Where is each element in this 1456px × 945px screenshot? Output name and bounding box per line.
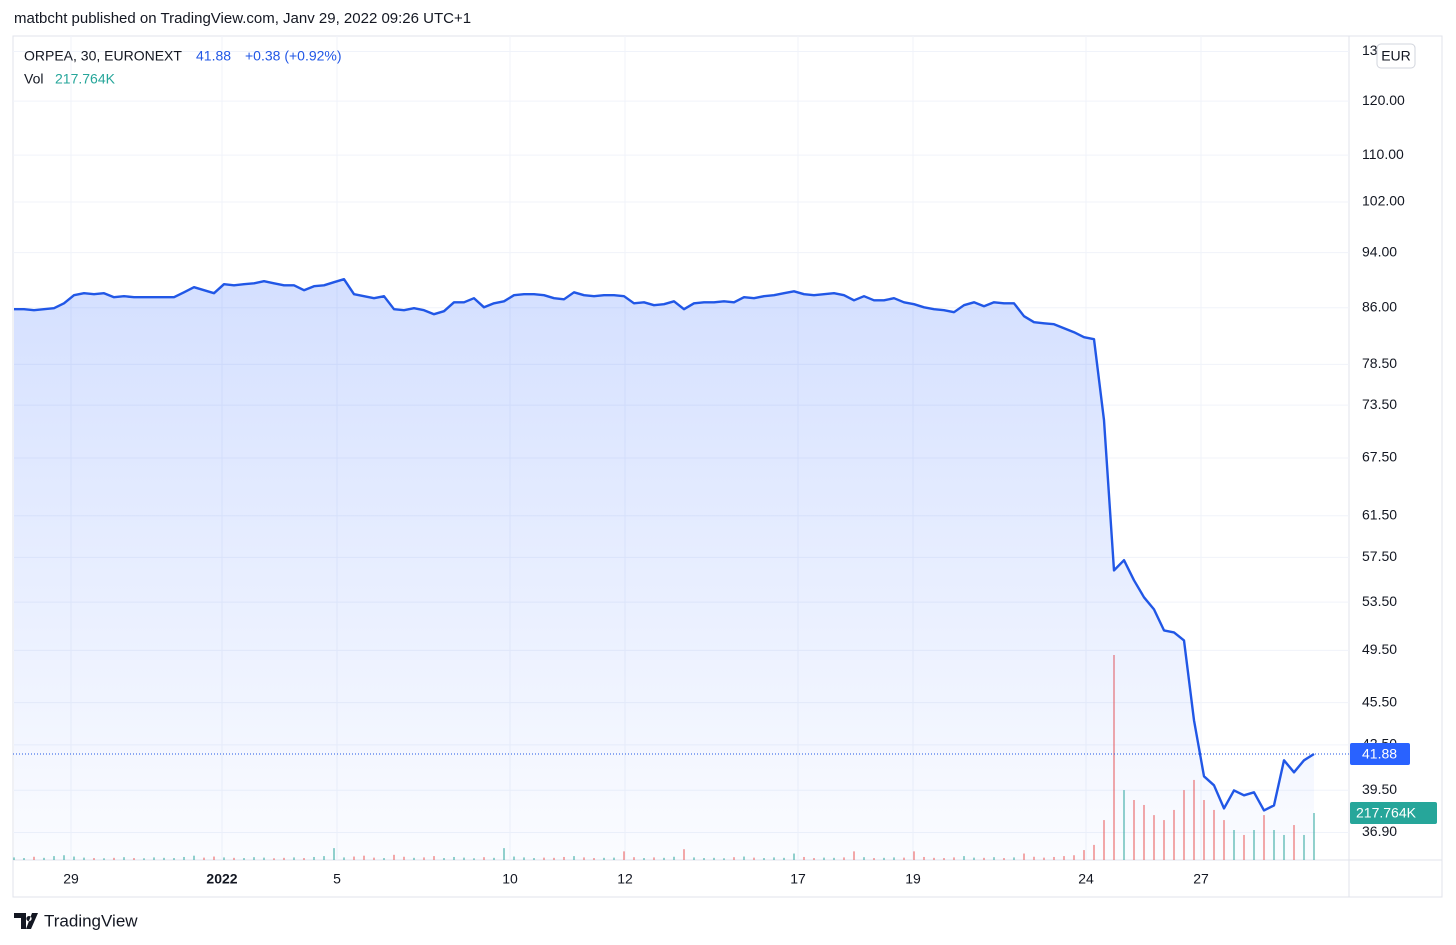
logo-icon (14, 913, 38, 929)
x-tick-label: 27 (1193, 871, 1209, 887)
x-tick-label: 5 (333, 871, 341, 887)
y-tick-label: 94.00 (1362, 243, 1397, 259)
brand-name: TradingView (44, 911, 138, 930)
y-tick-label: 49.50 (1362, 641, 1397, 657)
tradingview-logo: TradingView (14, 911, 138, 930)
plot (13, 278, 1349, 860)
axes: 130.00120.00110.00102.0094.0086.0078.507… (63, 42, 1437, 887)
publisher-note: matbcht published on TradingView.com, Ja… (14, 10, 471, 27)
x-tick-label: 17 (790, 871, 806, 887)
price-change: +0.38 (+0.92%) (245, 48, 342, 64)
last-price: 41.88 (196, 48, 231, 64)
last-price-badge (1350, 743, 1410, 766)
volume-value: 217.764K (55, 71, 116, 87)
y-tick-label: 39.50 (1362, 781, 1397, 797)
y-tick-label: 45.50 (1362, 693, 1397, 709)
y-tick-label: 53.50 (1362, 593, 1397, 609)
price-line (14, 278, 1315, 812)
y-tick-label: 102.00 (1362, 193, 1405, 209)
volume-title: Vol (24, 71, 43, 87)
x-tick-label: 24 (1078, 871, 1094, 887)
currency-label: EUR (1381, 48, 1411, 64)
price-area (14, 279, 1314, 860)
last-price-badge-text: 41.88 (1362, 746, 1397, 762)
y-tick-label: 67.50 (1362, 449, 1397, 465)
y-tick-label: 78.50 (1362, 355, 1397, 371)
currency-badge (1376, 43, 1416, 69)
symbol-title: ORPEA, 30, EURONEXT (24, 48, 182, 64)
volume-badge-text: 217.764K (1356, 805, 1417, 821)
y-tick-label: 57.50 (1362, 548, 1397, 564)
y-tick-label: 61.50 (1362, 506, 1397, 522)
y-tick-label: 73.50 (1362, 396, 1397, 412)
y-tick-label: 120.00 (1362, 92, 1405, 108)
y-tick-label: 86.00 (1362, 298, 1397, 314)
x-tick-label: 29 (63, 871, 79, 887)
volume-badge (1350, 802, 1437, 825)
x-tick-label: 19 (905, 871, 921, 887)
x-tick-label: 12 (617, 871, 633, 887)
y-tick-label: 110.00 (1362, 146, 1404, 162)
chart-frame (12, 35, 1443, 898)
y-tick-label: 36.90 (1362, 823, 1397, 839)
x-tick-label: 2022 (206, 871, 237, 887)
x-tick-label: 10 (502, 871, 518, 887)
